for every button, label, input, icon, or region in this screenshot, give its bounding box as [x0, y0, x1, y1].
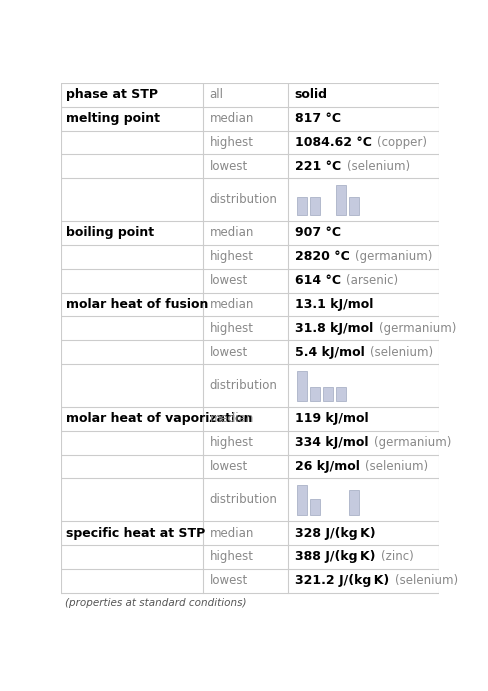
- Bar: [349, 198, 359, 215]
- Text: 2820 °C: 2820 °C: [295, 250, 349, 263]
- Bar: [61, 83, 439, 106]
- Text: (selenium): (selenium): [346, 160, 409, 173]
- Bar: [297, 198, 307, 215]
- Bar: [297, 371, 307, 401]
- Text: median: median: [210, 112, 254, 125]
- Text: melting point: melting point: [65, 112, 160, 125]
- Text: lowest: lowest: [210, 574, 248, 587]
- Text: 1084.62 °C: 1084.62 °C: [295, 136, 371, 149]
- Text: 13.1 kJ/mol: 13.1 kJ/mol: [295, 298, 373, 311]
- Text: median: median: [210, 413, 254, 425]
- Bar: [61, 106, 439, 131]
- Text: (germanium): (germanium): [379, 322, 456, 335]
- Text: median: median: [210, 227, 254, 240]
- Bar: [61, 221, 439, 245]
- Bar: [61, 269, 439, 292]
- Text: (germanium): (germanium): [355, 250, 432, 263]
- Text: (germanium): (germanium): [374, 436, 451, 449]
- Text: 31.8 kJ/mol: 31.8 kJ/mol: [295, 322, 373, 335]
- Text: highest: highest: [210, 436, 254, 449]
- Text: 334 kJ/mol: 334 kJ/mol: [295, 436, 368, 449]
- Text: (selenium): (selenium): [395, 574, 458, 587]
- Text: 321.2 J/(kg K): 321.2 J/(kg K): [295, 574, 389, 587]
- Bar: [61, 340, 439, 364]
- Bar: [349, 490, 359, 515]
- Text: (copper): (copper): [377, 136, 427, 149]
- Bar: [310, 387, 320, 401]
- Bar: [310, 498, 320, 515]
- Text: lowest: lowest: [210, 460, 248, 473]
- Text: distribution: distribution: [210, 379, 278, 392]
- Bar: [61, 245, 439, 269]
- Text: specific heat at STP: specific heat at STP: [65, 527, 205, 540]
- Text: distribution: distribution: [210, 493, 278, 507]
- Bar: [61, 430, 439, 455]
- Bar: [61, 154, 439, 178]
- Bar: [61, 569, 439, 593]
- Text: all: all: [210, 88, 224, 102]
- Bar: [323, 387, 333, 401]
- Text: 5.4 kJ/mol: 5.4 kJ/mol: [295, 346, 365, 359]
- Bar: [61, 178, 439, 221]
- Text: 388 J/(kg K): 388 J/(kg K): [295, 551, 375, 563]
- Text: phase at STP: phase at STP: [65, 88, 158, 102]
- Text: 119 kJ/mol: 119 kJ/mol: [295, 413, 368, 425]
- Bar: [336, 185, 346, 215]
- Text: lowest: lowest: [210, 346, 248, 359]
- Text: highest: highest: [210, 250, 254, 263]
- Text: (selenium): (selenium): [370, 346, 433, 359]
- Text: (arsenic): (arsenic): [346, 274, 399, 287]
- Text: (selenium): (selenium): [366, 460, 428, 473]
- Text: molar heat of vaporization: molar heat of vaporization: [65, 413, 252, 425]
- Text: lowest: lowest: [210, 274, 248, 287]
- Text: median: median: [210, 527, 254, 540]
- Text: 817 °C: 817 °C: [295, 112, 341, 125]
- Text: 221 °C: 221 °C: [295, 160, 341, 173]
- Text: highest: highest: [210, 136, 254, 149]
- Text: lowest: lowest: [210, 160, 248, 173]
- Text: highest: highest: [210, 551, 254, 563]
- Bar: [61, 131, 439, 154]
- Bar: [61, 455, 439, 478]
- Text: 26 kJ/mol: 26 kJ/mol: [295, 460, 360, 473]
- Text: distribution: distribution: [210, 193, 278, 206]
- Bar: [336, 387, 346, 401]
- Bar: [297, 485, 307, 515]
- Text: 907 °C: 907 °C: [295, 227, 341, 240]
- Text: boiling point: boiling point: [65, 227, 154, 240]
- Text: 614 °C: 614 °C: [295, 274, 341, 287]
- Bar: [61, 292, 439, 316]
- Bar: [61, 478, 439, 521]
- Text: (properties at standard conditions): (properties at standard conditions): [65, 598, 246, 608]
- Bar: [61, 545, 439, 569]
- Bar: [61, 407, 439, 430]
- Bar: [61, 521, 439, 545]
- Text: highest: highest: [210, 322, 254, 335]
- Text: (zinc): (zinc): [381, 551, 414, 563]
- Text: median: median: [210, 298, 254, 311]
- Bar: [310, 198, 320, 215]
- Text: 328 J/(kg K): 328 J/(kg K): [295, 527, 375, 540]
- Bar: [61, 316, 439, 340]
- Text: molar heat of fusion: molar heat of fusion: [65, 298, 208, 311]
- Bar: [61, 364, 439, 407]
- Text: solid: solid: [295, 88, 328, 102]
